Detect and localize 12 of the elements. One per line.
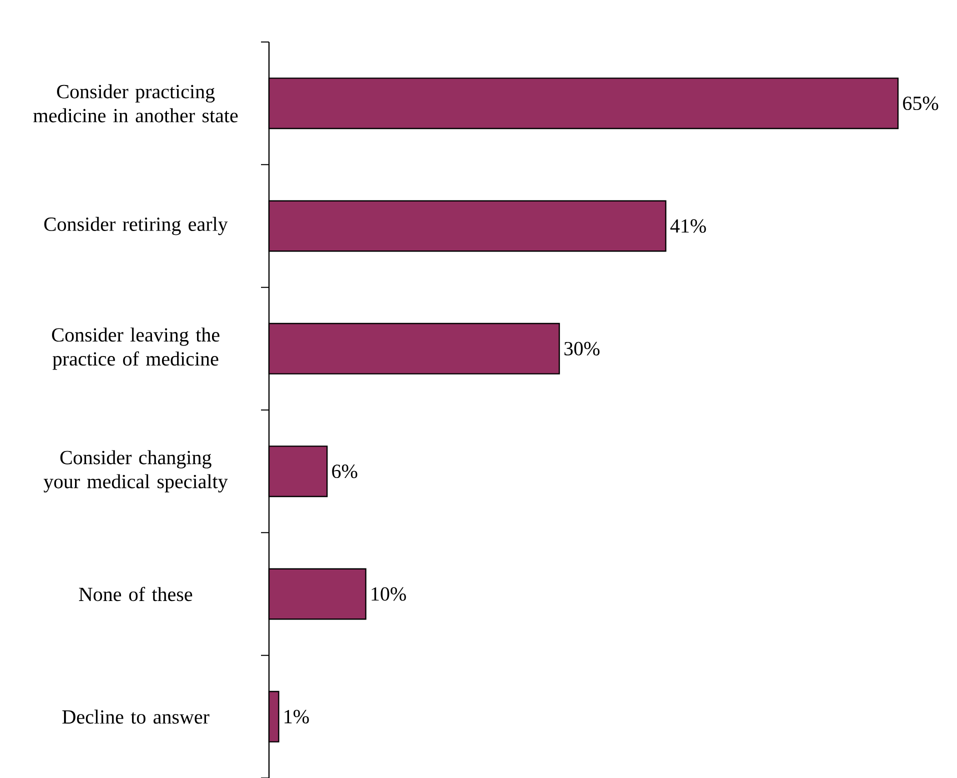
- y-tick-label: None of these: [79, 586, 192, 602]
- data-label: 1%: [284, 710, 309, 724]
- data-label: 10%: [372, 587, 406, 601]
- y-tick-label: Consider leaving the practice of medicine: [52, 328, 220, 370]
- y-tick-label: Decline to answer: [62, 710, 210, 724]
- y-tick-label: Consider practicing medicine in another state: [33, 84, 238, 122]
- y-tick-label: Consider retiring early: [44, 216, 228, 236]
- data-label: 41%: [670, 219, 706, 233]
- y-tick-label: Consider changing your medical specialty: [44, 450, 228, 492]
- data-label: 65%: [903, 96, 938, 110]
- data-label: 30%: [564, 342, 600, 356]
- data-label: 6%: [332, 464, 358, 478]
